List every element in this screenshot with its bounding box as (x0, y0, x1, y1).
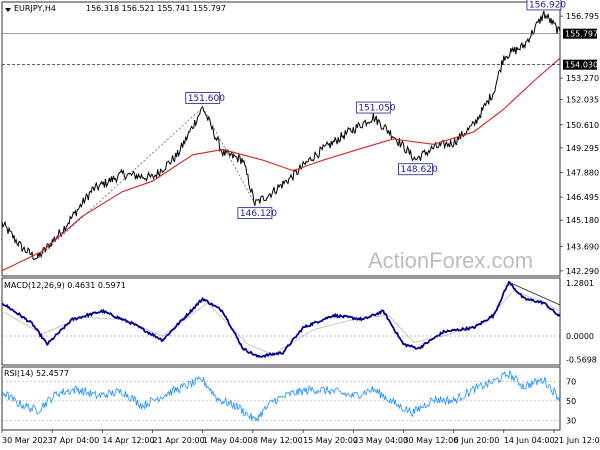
x-tick-label: 30 May 12:00 (403, 436, 458, 445)
price-tick-label: 156.795 (566, 12, 599, 21)
price-tag-label: 155.797 (565, 30, 598, 39)
x-tick-label: 21 Jun 12:00 (554, 436, 600, 445)
moving-average-line (1, 57, 561, 272)
price-tick-label: 143.690 (566, 242, 599, 251)
macd-signal-line (1, 289, 561, 356)
dropdown-icon[interactable] (5, 8, 11, 12)
price-tick-label: 147.880 (566, 169, 599, 178)
price-annotation-box (185, 91, 221, 104)
rsi-panel-frame (1, 366, 561, 431)
price-tick-label: 146.495 (566, 193, 599, 202)
price-annotation-box (355, 101, 391, 114)
rsi-header: RSI(14) 52.4577 (4, 369, 69, 378)
rsi-tick-label: 50 (566, 397, 576, 406)
price-tick-label: 142.290 (566, 267, 599, 276)
price-tick-label: 152.035 (566, 96, 599, 105)
x-tick-label: 21 Apr 20:00 (153, 436, 205, 445)
price-annotation-label: 151.600 (188, 94, 225, 104)
x-tick-label: 7 Apr 04:00 (52, 436, 99, 445)
price-tag-box (563, 59, 597, 70)
macd-tick-label: 1.2801 (566, 279, 594, 288)
x-tick-label: 15 May 20:00 (303, 436, 358, 445)
macd-panel-frame (1, 277, 561, 366)
price-series (1, 10, 561, 261)
x-tick-label: 8 May 12:00 (253, 436, 303, 445)
symbol-header: EURJPY,H4 (14, 4, 56, 13)
trend-line-up (36, 107, 203, 259)
price-tag-box (563, 28, 597, 39)
price-tick-label: 150.610 (566, 121, 599, 130)
price-tick-label: 145.180 (566, 216, 599, 225)
x-tick-label: 1 May 04:00 (203, 436, 253, 445)
price-annotation-box (398, 163, 433, 176)
x-tick-label: 30 Mar 2023 (2, 436, 53, 445)
x-tick-label: 14 Jun 04:00 (504, 436, 555, 445)
price-annotation-label: 146.120 (240, 209, 277, 219)
price-annotation-label: 156.920 (529, 0, 566, 10)
main-panel-frame (1, 1, 561, 277)
price-annotation-box (526, 0, 562, 11)
price-annotation-label: 151.050 (358, 104, 395, 114)
watermark: ActionForex.com (368, 248, 533, 273)
price-tick-label: 149.295 (566, 144, 599, 153)
macd-trend-line (508, 281, 561, 306)
rsi-tick-label: 70 (566, 378, 576, 387)
price-tick-label: 153.270 (566, 74, 599, 83)
price-tag-label: 154.030 (565, 61, 598, 70)
rsi-line (1, 369, 561, 422)
x-tick-label: 14 Apr 12:00 (102, 436, 154, 445)
price-annotation-box (237, 207, 273, 220)
ohlc-header: 156.318 156.521 155.741 155.797 (86, 4, 226, 13)
price-annotation-label: 148.620 (400, 165, 437, 175)
rsi-tick-label: 30 (566, 416, 576, 425)
macd-line (1, 280, 561, 359)
x-tick-label: 6 Jun 20:00 (454, 436, 500, 445)
macd-tick-label: -0.5698 (566, 356, 597, 365)
macd-tick-label: 0.0000 (566, 332, 594, 341)
x-tick-label: 23 May 04:00 (353, 436, 408, 445)
macd-header: MACD(12,26,9) 0.4631 0.5971 (4, 281, 126, 290)
